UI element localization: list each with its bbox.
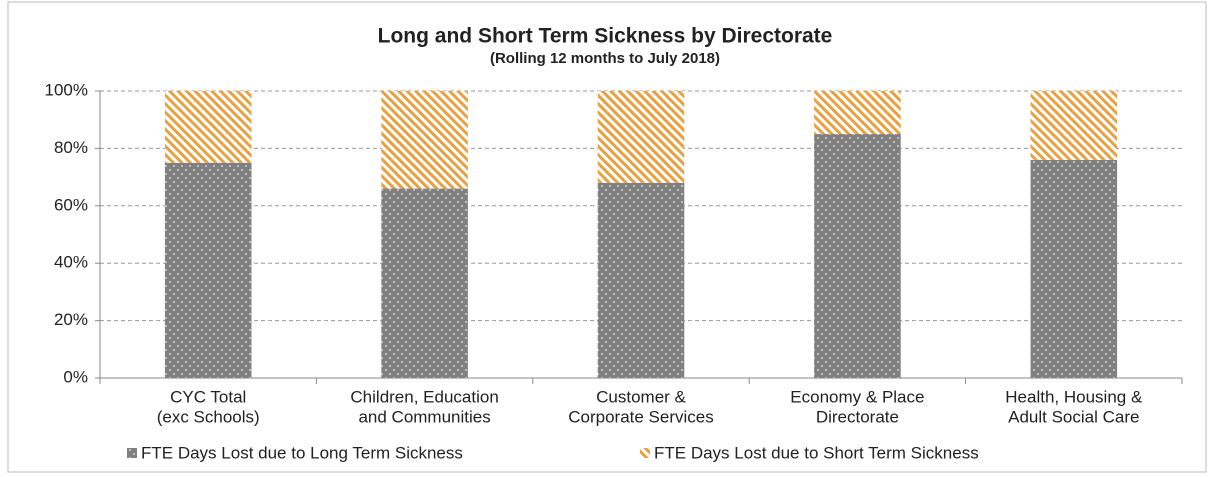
bar-segment bbox=[381, 91, 468, 189]
x-tick-label: Customer & bbox=[596, 387, 686, 406]
bar-segment bbox=[597, 182, 685, 378]
bar-segment bbox=[381, 188, 468, 378]
x-tick-label: (exc Schools) bbox=[157, 407, 260, 426]
legend-label: FTE Days Lost due to Short Term Sickness bbox=[654, 443, 979, 462]
bar-segment bbox=[164, 162, 252, 378]
bar-segment bbox=[814, 134, 901, 378]
x-tick-label: Children, Education bbox=[350, 387, 498, 406]
x-tick-label: Directorate bbox=[816, 407, 899, 426]
x-tick-label: CYC Total bbox=[170, 387, 246, 406]
y-tick-label: 100% bbox=[45, 80, 88, 99]
x-tick-label: Adult Social Care bbox=[1008, 407, 1139, 426]
y-tick-label: 0% bbox=[63, 367, 88, 386]
chart-subtitle: (Rolling 12 months to July 2018) bbox=[490, 50, 720, 67]
bar-segment bbox=[814, 91, 901, 135]
bar-segment bbox=[1030, 91, 1118, 160]
x-tick-label: Health, Housing & bbox=[1005, 387, 1143, 406]
chart-title: Long and Short Term Sickness by Director… bbox=[378, 25, 833, 48]
y-tick-label: 20% bbox=[54, 310, 88, 329]
bar-segment bbox=[164, 91, 252, 163]
x-tick-label: Economy & Place bbox=[790, 387, 924, 406]
legend-swatch bbox=[640, 448, 650, 458]
x-tick-label: and Communities bbox=[358, 407, 490, 426]
y-tick-label: 40% bbox=[54, 253, 88, 272]
legend-swatch bbox=[127, 448, 137, 458]
y-tick-label: 60% bbox=[54, 195, 88, 214]
bar-segment bbox=[597, 91, 685, 183]
x-tick-label: Corporate Services bbox=[568, 407, 714, 426]
bar-segment bbox=[1030, 159, 1118, 378]
y-tick-label: 80% bbox=[54, 138, 88, 157]
legend-label: FTE Days Lost due to Long Term Sickness bbox=[141, 443, 463, 462]
chart-border bbox=[7, 1, 1207, 473]
